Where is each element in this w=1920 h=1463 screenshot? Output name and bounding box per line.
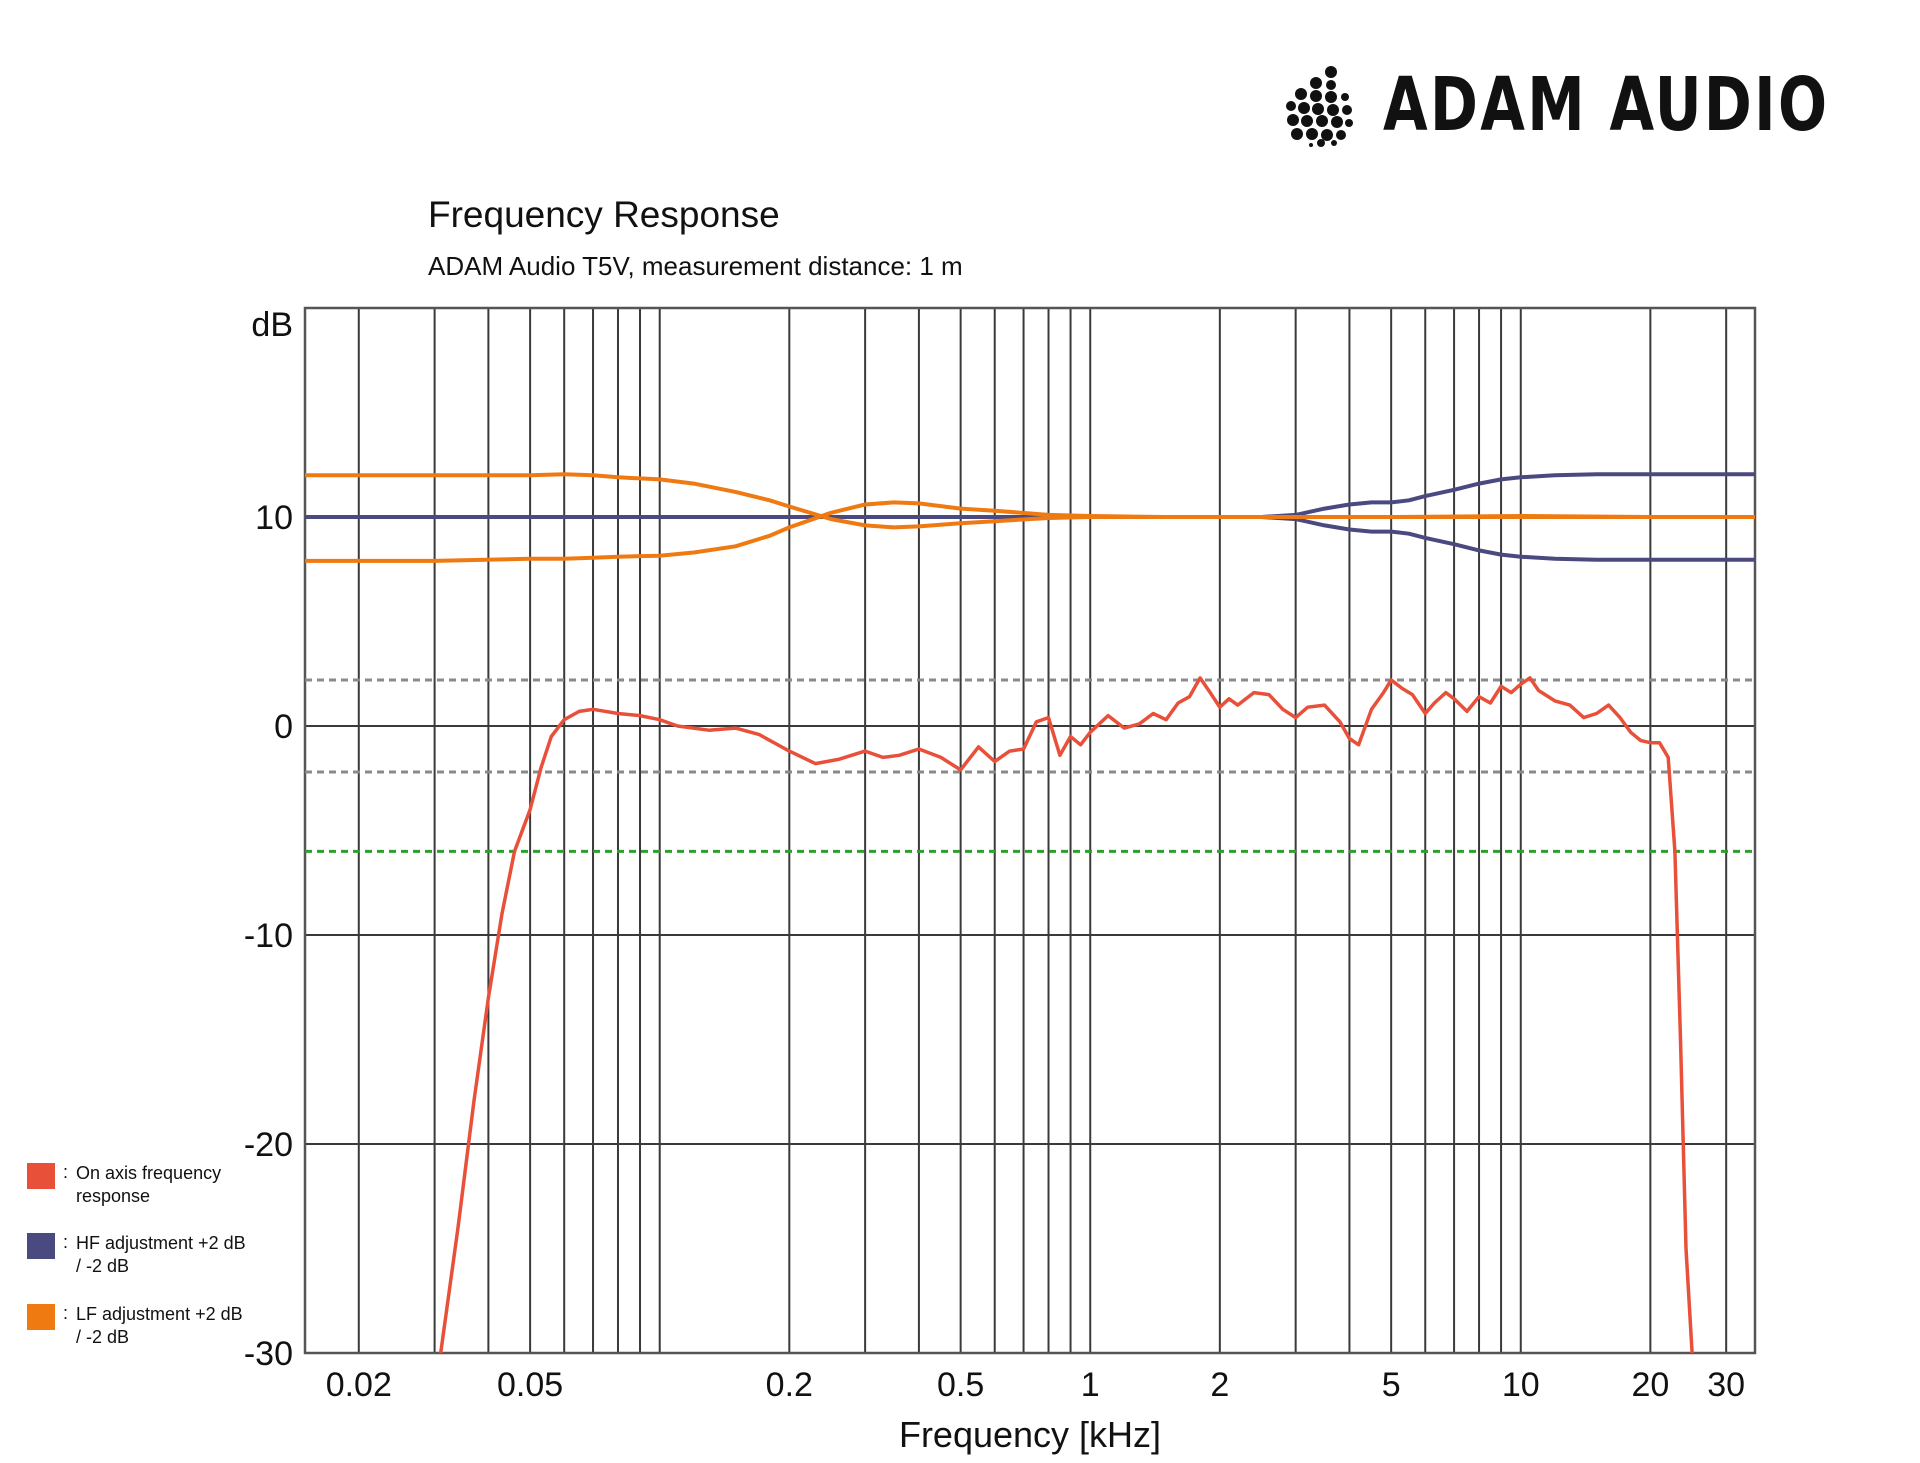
legend-separator: :: [63, 1162, 69, 1182]
x-tick-label: 0.2: [766, 1366, 813, 1404]
x-tick-label: 0.05: [497, 1366, 563, 1404]
x-axis-label: Frequency [kHz]: [899, 1414, 1161, 1455]
brand-logo: ADAM AUDIO: [1285, 60, 1920, 150]
legend-label: HF adjustment +2 dB / -2 dB: [76, 1233, 246, 1276]
brand-name: ADAM AUDIO: [1383, 62, 1830, 148]
x-tick-label: 0.02: [326, 1366, 392, 1404]
chart-title: Frequency Response: [428, 194, 780, 235]
x-tick-label: 5: [1382, 1366, 1401, 1404]
y-axis-label: dB: [251, 306, 293, 344]
series-line: [438, 676, 1694, 1353]
y-tick-label: -10: [244, 917, 293, 955]
legend-swatch: [27, 1233, 55, 1259]
legend-label: On axis frequency response: [76, 1163, 222, 1206]
chart-subtitle: ADAM Audio T5V, measurement distance: 1 …: [428, 251, 963, 281]
y-tick-label: 10: [255, 499, 293, 537]
legend-item: : On axis frequency response: [27, 1162, 251, 1208]
adam-audio-logo-icon: [1286, 66, 1353, 147]
x-tick-label: 1: [1081, 1366, 1100, 1404]
x-tick-label: 0.5: [937, 1366, 984, 1404]
series-line: [305, 500, 1755, 563]
y-tick-label: -20: [244, 1126, 293, 1164]
x-tick-label: 10: [1502, 1366, 1540, 1404]
legend-label: LF adjustment +2 dB / -2 dB: [76, 1304, 243, 1347]
legend-item: : LF adjustment +2 dB / -2 dB: [27, 1303, 251, 1349]
series-line: [305, 515, 1755, 562]
x-tick-label: 20: [1631, 1366, 1669, 1404]
y-tick-label: 0: [274, 708, 293, 746]
x-tick-label: 30: [1707, 1366, 1745, 1404]
plot-frame: [303, 306, 1757, 1355]
series-line: [305, 472, 1755, 530]
legend-item: : HF adjustment +2 dB / -2 dB: [27, 1232, 251, 1278]
series-line: [305, 472, 1755, 519]
x-tick-label: 2: [1210, 1366, 1229, 1404]
legend-separator: :: [63, 1303, 69, 1323]
legend-swatch: [27, 1163, 55, 1189]
legend-swatch: [27, 1304, 55, 1330]
legend-separator: :: [63, 1232, 69, 1252]
y-tick-label: -30: [244, 1335, 293, 1373]
